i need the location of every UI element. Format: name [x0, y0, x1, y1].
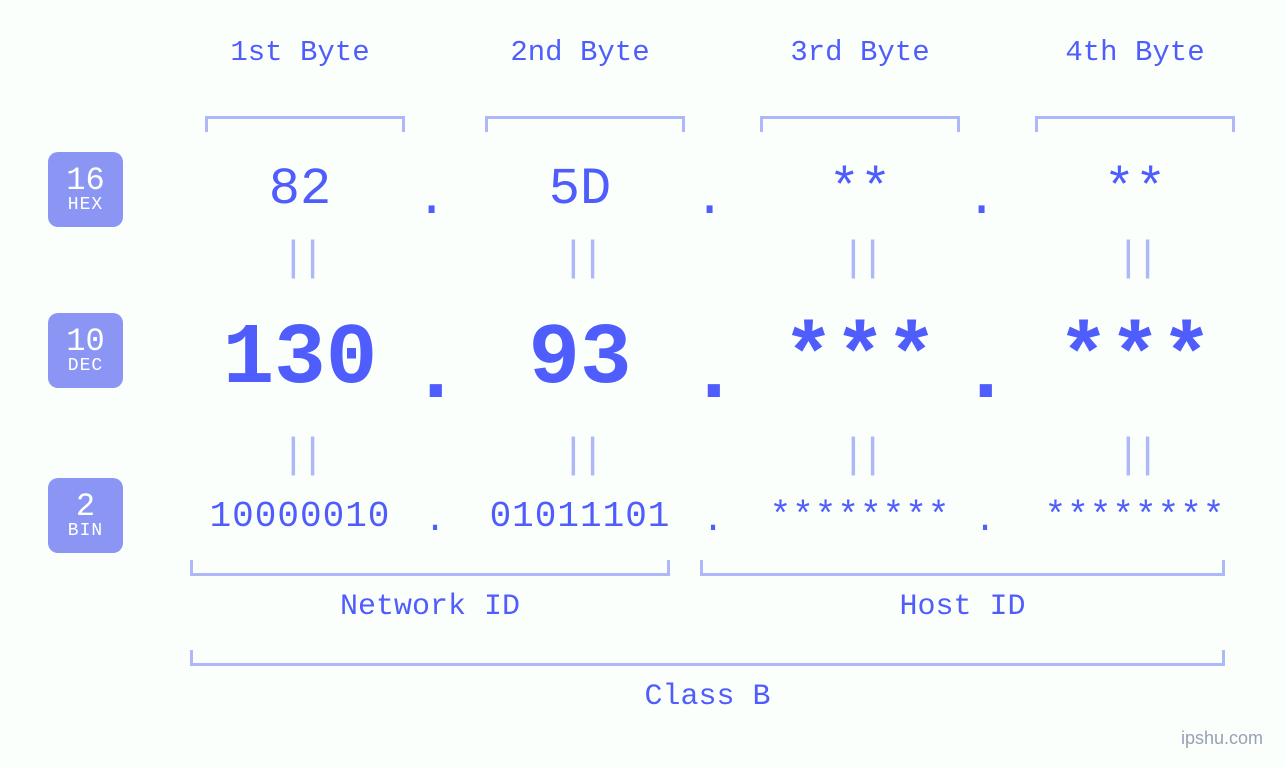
host-id-bracket — [700, 560, 1225, 576]
dec-dot-2: . — [688, 325, 728, 423]
byte-bracket-4 — [1035, 116, 1235, 132]
network-id-label: Network ID — [190, 590, 670, 624]
base-badge-hex-num: 16 — [66, 164, 104, 198]
base-badge-dec-lbl: DEC — [68, 357, 103, 376]
bin-cell-4: ******** — [1000, 496, 1270, 537]
dec-dot-3: . — [960, 325, 1000, 423]
byte-label-3: 3rd Byte — [750, 36, 970, 69]
watermark: ipshu.com — [1181, 728, 1263, 749]
base-badge-dec-num: 10 — [66, 325, 104, 359]
hex-dot-1: . — [416, 170, 446, 229]
bin-cell-1: 10000010 — [165, 496, 435, 537]
equals-2-4: || — [1115, 432, 1155, 480]
base-badge-hex-lbl: HEX — [68, 196, 103, 215]
equals-1-2: || — [560, 235, 600, 283]
byte-bracket-3 — [760, 116, 960, 132]
equals-2-1: || — [280, 432, 320, 480]
network-id-bracket — [190, 560, 670, 576]
byte-label-2: 2nd Byte — [470, 36, 690, 69]
byte-label-4: 4th Byte — [1025, 36, 1245, 69]
base-badge-bin-num: 2 — [76, 490, 95, 524]
hex-dot-3: . — [966, 170, 996, 229]
equals-1-1: || — [280, 235, 320, 283]
bin-dot-3: . — [970, 500, 1000, 541]
dec-cell-2: 93 — [455, 310, 705, 408]
bin-cell-3: ******** — [725, 496, 995, 537]
hex-cell-1: 82 — [190, 160, 410, 219]
bin-dot-1: . — [420, 500, 450, 541]
hex-dot-2: . — [694, 170, 724, 229]
byte-bracket-2 — [485, 116, 685, 132]
base-badge-dec: 10 DEC — [48, 313, 123, 388]
class-label: Class B — [190, 680, 1225, 714]
byte-label-1: 1st Byte — [190, 36, 410, 69]
equals-1-3: || — [840, 235, 880, 283]
byte-bracket-1 — [205, 116, 405, 132]
base-badge-bin-lbl: BIN — [68, 522, 103, 541]
equals-2-2: || — [560, 432, 600, 480]
bin-cell-2: 01011101 — [445, 496, 715, 537]
dec-cell-4: *** — [1010, 310, 1260, 408]
hex-cell-2: 5D — [470, 160, 690, 219]
base-badge-hex: 16 HEX — [48, 152, 123, 227]
dec-cell-3: *** — [735, 310, 985, 408]
hex-cell-3: ** — [750, 160, 970, 219]
hex-cell-4: ** — [1025, 160, 1245, 219]
host-id-label: Host ID — [700, 590, 1225, 624]
class-bracket — [190, 650, 1225, 666]
equals-1-4: || — [1115, 235, 1155, 283]
dec-cell-1: 130 — [175, 310, 425, 408]
bin-dot-2: . — [698, 500, 728, 541]
dec-dot-1: . — [410, 325, 450, 423]
base-badge-bin: 2 BIN — [48, 478, 123, 553]
equals-2-3: || — [840, 432, 880, 480]
